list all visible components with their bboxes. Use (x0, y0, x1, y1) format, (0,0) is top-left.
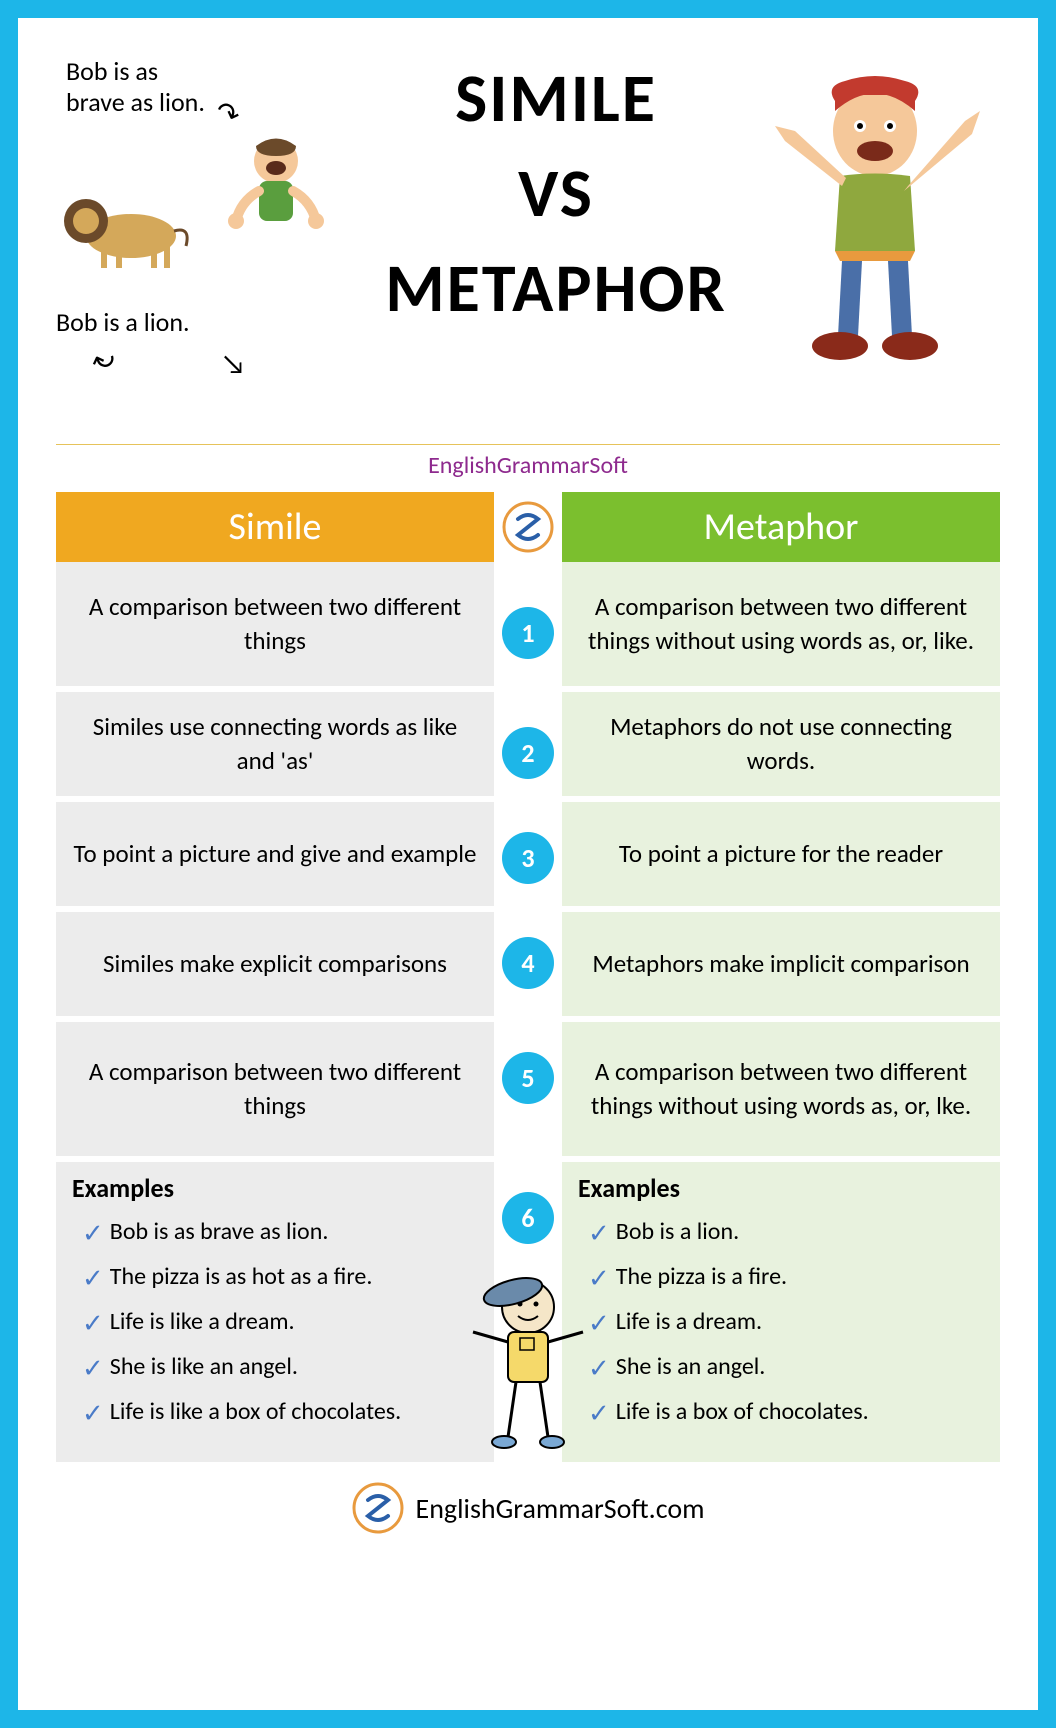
kid-illustration (458, 1262, 598, 1462)
check-icon: ✓ (82, 1214, 104, 1253)
metaphor-row-1: A comparison between two different thing… (562, 562, 1000, 686)
example-text: Life is like a box of chocolates. (110, 1394, 401, 1430)
example-item: ✓She is like an angel. (82, 1349, 478, 1388)
center-numbers-column: 1 2 3 4 5 6 (494, 492, 562, 1462)
simile-row-1: A comparison between two different thing… (56, 562, 494, 686)
simile-row-3: To point a picture and give and example (56, 802, 494, 906)
number-badge-2: 2 (502, 727, 554, 779)
example-item: ✓She is an angel. (588, 1349, 984, 1388)
example-item: ✓Life is like a dream. (82, 1304, 478, 1343)
example-text: Life is like a dream. (110, 1304, 295, 1340)
example-item: ✓Bob is a lion. (588, 1214, 984, 1253)
boy-waving-illustration (750, 56, 1000, 376)
title-line-2: VS (518, 152, 594, 235)
check-icon: ✓ (588, 1214, 610, 1253)
simile-column: Simile A comparison between two differen… (56, 492, 494, 1462)
metaphor-header: Metaphor (562, 492, 1000, 562)
logo-icon (352, 1482, 404, 1534)
infographic-page: Bob is as brave as lion. ↷ Bob is a lion… (0, 0, 1056, 1728)
title-line-3: METAPHOR (385, 247, 727, 330)
example-item: ✓Life is a dream. (588, 1304, 984, 1343)
title-line-1: SIMILE (455, 57, 657, 140)
number-badge-3: 3 (502, 832, 554, 884)
check-icon: ✓ (82, 1259, 104, 1298)
metaphor-row-4: Metaphors make implicit comparison (562, 912, 1000, 1016)
example-text: She is an angel. (616, 1349, 766, 1385)
arrow-icon: ↶ (86, 338, 120, 379)
number-badge-6: 6 (502, 1192, 554, 1244)
header-example-1: Bob is as brave as lion. (66, 56, 216, 118)
example-text: The pizza is a fire. (616, 1259, 787, 1295)
footer-text: EnglishGrammarSoft.com (416, 1491, 705, 1526)
logo-icon (494, 492, 562, 562)
example-text: Bob is as brave as lion. (110, 1214, 329, 1250)
number-badge-4: 4 (502, 937, 554, 989)
lion-illustration (56, 176, 196, 276)
brand-label: EnglishGrammarSoft (56, 451, 1000, 480)
simile-examples: Examples ✓Bob is as brave as lion.✓The p… (56, 1162, 494, 1462)
metaphor-row-5: A comparison between two different thing… (562, 1022, 1000, 1156)
metaphor-column: Metaphor A comparison between two differ… (562, 492, 1000, 1462)
example-item: ✓Bob is as brave as lion. (82, 1214, 478, 1253)
main-title: SIMILE VS METAPHOR (341, 51, 771, 337)
simile-row-5: A comparison between two different thing… (56, 1022, 494, 1156)
divider (56, 444, 1000, 445)
simile-examples-title: Examples (72, 1172, 478, 1204)
example-text: The pizza is as hot as a fire. (110, 1259, 373, 1295)
comparison-table: Simile A comparison between two differen… (56, 492, 1000, 1462)
simile-row-2: Similes use connecting words as like and… (56, 692, 494, 796)
example-item: ✓The pizza is a fire. (588, 1259, 984, 1298)
header-example-2: Bob is a lion. (56, 306, 190, 338)
simile-row-4: Similes make explicit comparisons (56, 912, 494, 1016)
check-icon: ✓ (82, 1394, 104, 1433)
simile-header: Simile (56, 492, 494, 562)
example-text: She is like an angel. (110, 1349, 298, 1385)
check-icon: ✓ (82, 1349, 104, 1388)
example-item: ✓Life is a box of chocolates. (588, 1394, 984, 1433)
arrow-icon: ↘ (221, 346, 246, 381)
example-text: Bob is a lion. (616, 1214, 739, 1250)
example-text: Life is a box of chocolates. (616, 1394, 869, 1430)
boy-cheering-illustration (211, 126, 341, 276)
example-text: Life is a dream. (616, 1304, 762, 1340)
metaphor-examples-title: Examples (578, 1172, 984, 1204)
number-badge-5: 5 (502, 1052, 554, 1104)
metaphor-row-2: Metaphors do not use connecting words. (562, 692, 1000, 796)
metaphor-row-3: To point a picture for the reader (562, 802, 1000, 906)
number-badge-1: 1 (502, 607, 554, 659)
metaphor-examples: Examples ✓Bob is a lion.✓The pizza is a … (562, 1162, 1000, 1462)
example-item: ✓Life is like a box of chocolates. (82, 1394, 478, 1433)
check-icon: ✓ (82, 1304, 104, 1343)
header-area: Bob is as brave as lion. ↷ Bob is a lion… (56, 46, 1000, 436)
footer: EnglishGrammarSoft.com (56, 1482, 1000, 1534)
example-item: ✓The pizza is as hot as a fire. (82, 1259, 478, 1298)
